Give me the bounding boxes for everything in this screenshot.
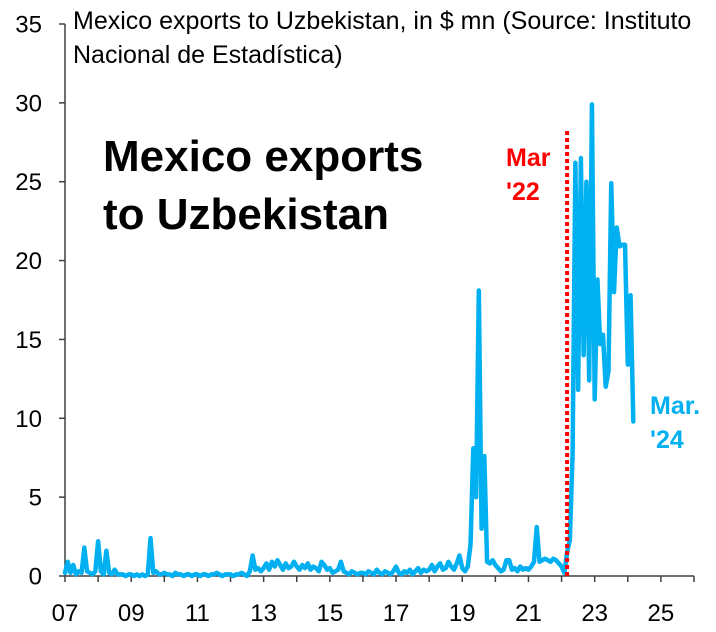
y-tick-label-10: 10 — [15, 406, 42, 433]
x-tick-label-23: 23 — [581, 600, 608, 627]
x-tick-label-21: 21 — [515, 600, 542, 627]
y-tick-label-30: 30 — [15, 90, 42, 117]
chart-annotation: Mexico exports to Uzbekistan — [103, 132, 424, 239]
end-label-mar-24: Mar. '24 — [650, 392, 701, 454]
y-tick-label-20: 20 — [15, 248, 42, 275]
x-tick-label-15: 15 — [316, 600, 343, 627]
chart-title: Mexico exports to Uzbekistan, in $ mn (S… — [73, 7, 692, 69]
series-line-exports-0 — [62, 102, 636, 579]
y-tick-label-25: 25 — [15, 169, 42, 196]
x-tick-label-11: 11 — [185, 600, 210, 627]
y-axis: 0 5 10 15 20 25 30 35 — [15, 12, 66, 591]
x-tick-label-17: 17 — [383, 600, 410, 627]
y-tick-label-5: 5 — [29, 485, 42, 512]
x-tick-label-19: 19 — [449, 600, 476, 627]
x-tick-label-13: 13 — [250, 600, 277, 627]
x-tick-label-25: 25 — [648, 600, 675, 627]
y-tick-label-15: 15 — [15, 327, 42, 354]
x-tick-label-07: 07 — [52, 600, 79, 627]
y-tick-label-35: 35 — [15, 12, 42, 39]
x-axis: 07 09 11 13 15 17 19 21 23 25 — [52, 575, 695, 627]
event-label-mar-22: Mar '22 — [506, 144, 551, 206]
x-tick-label-09: 09 — [118, 600, 145, 627]
y-tick-label-0: 0 — [29, 564, 42, 591]
